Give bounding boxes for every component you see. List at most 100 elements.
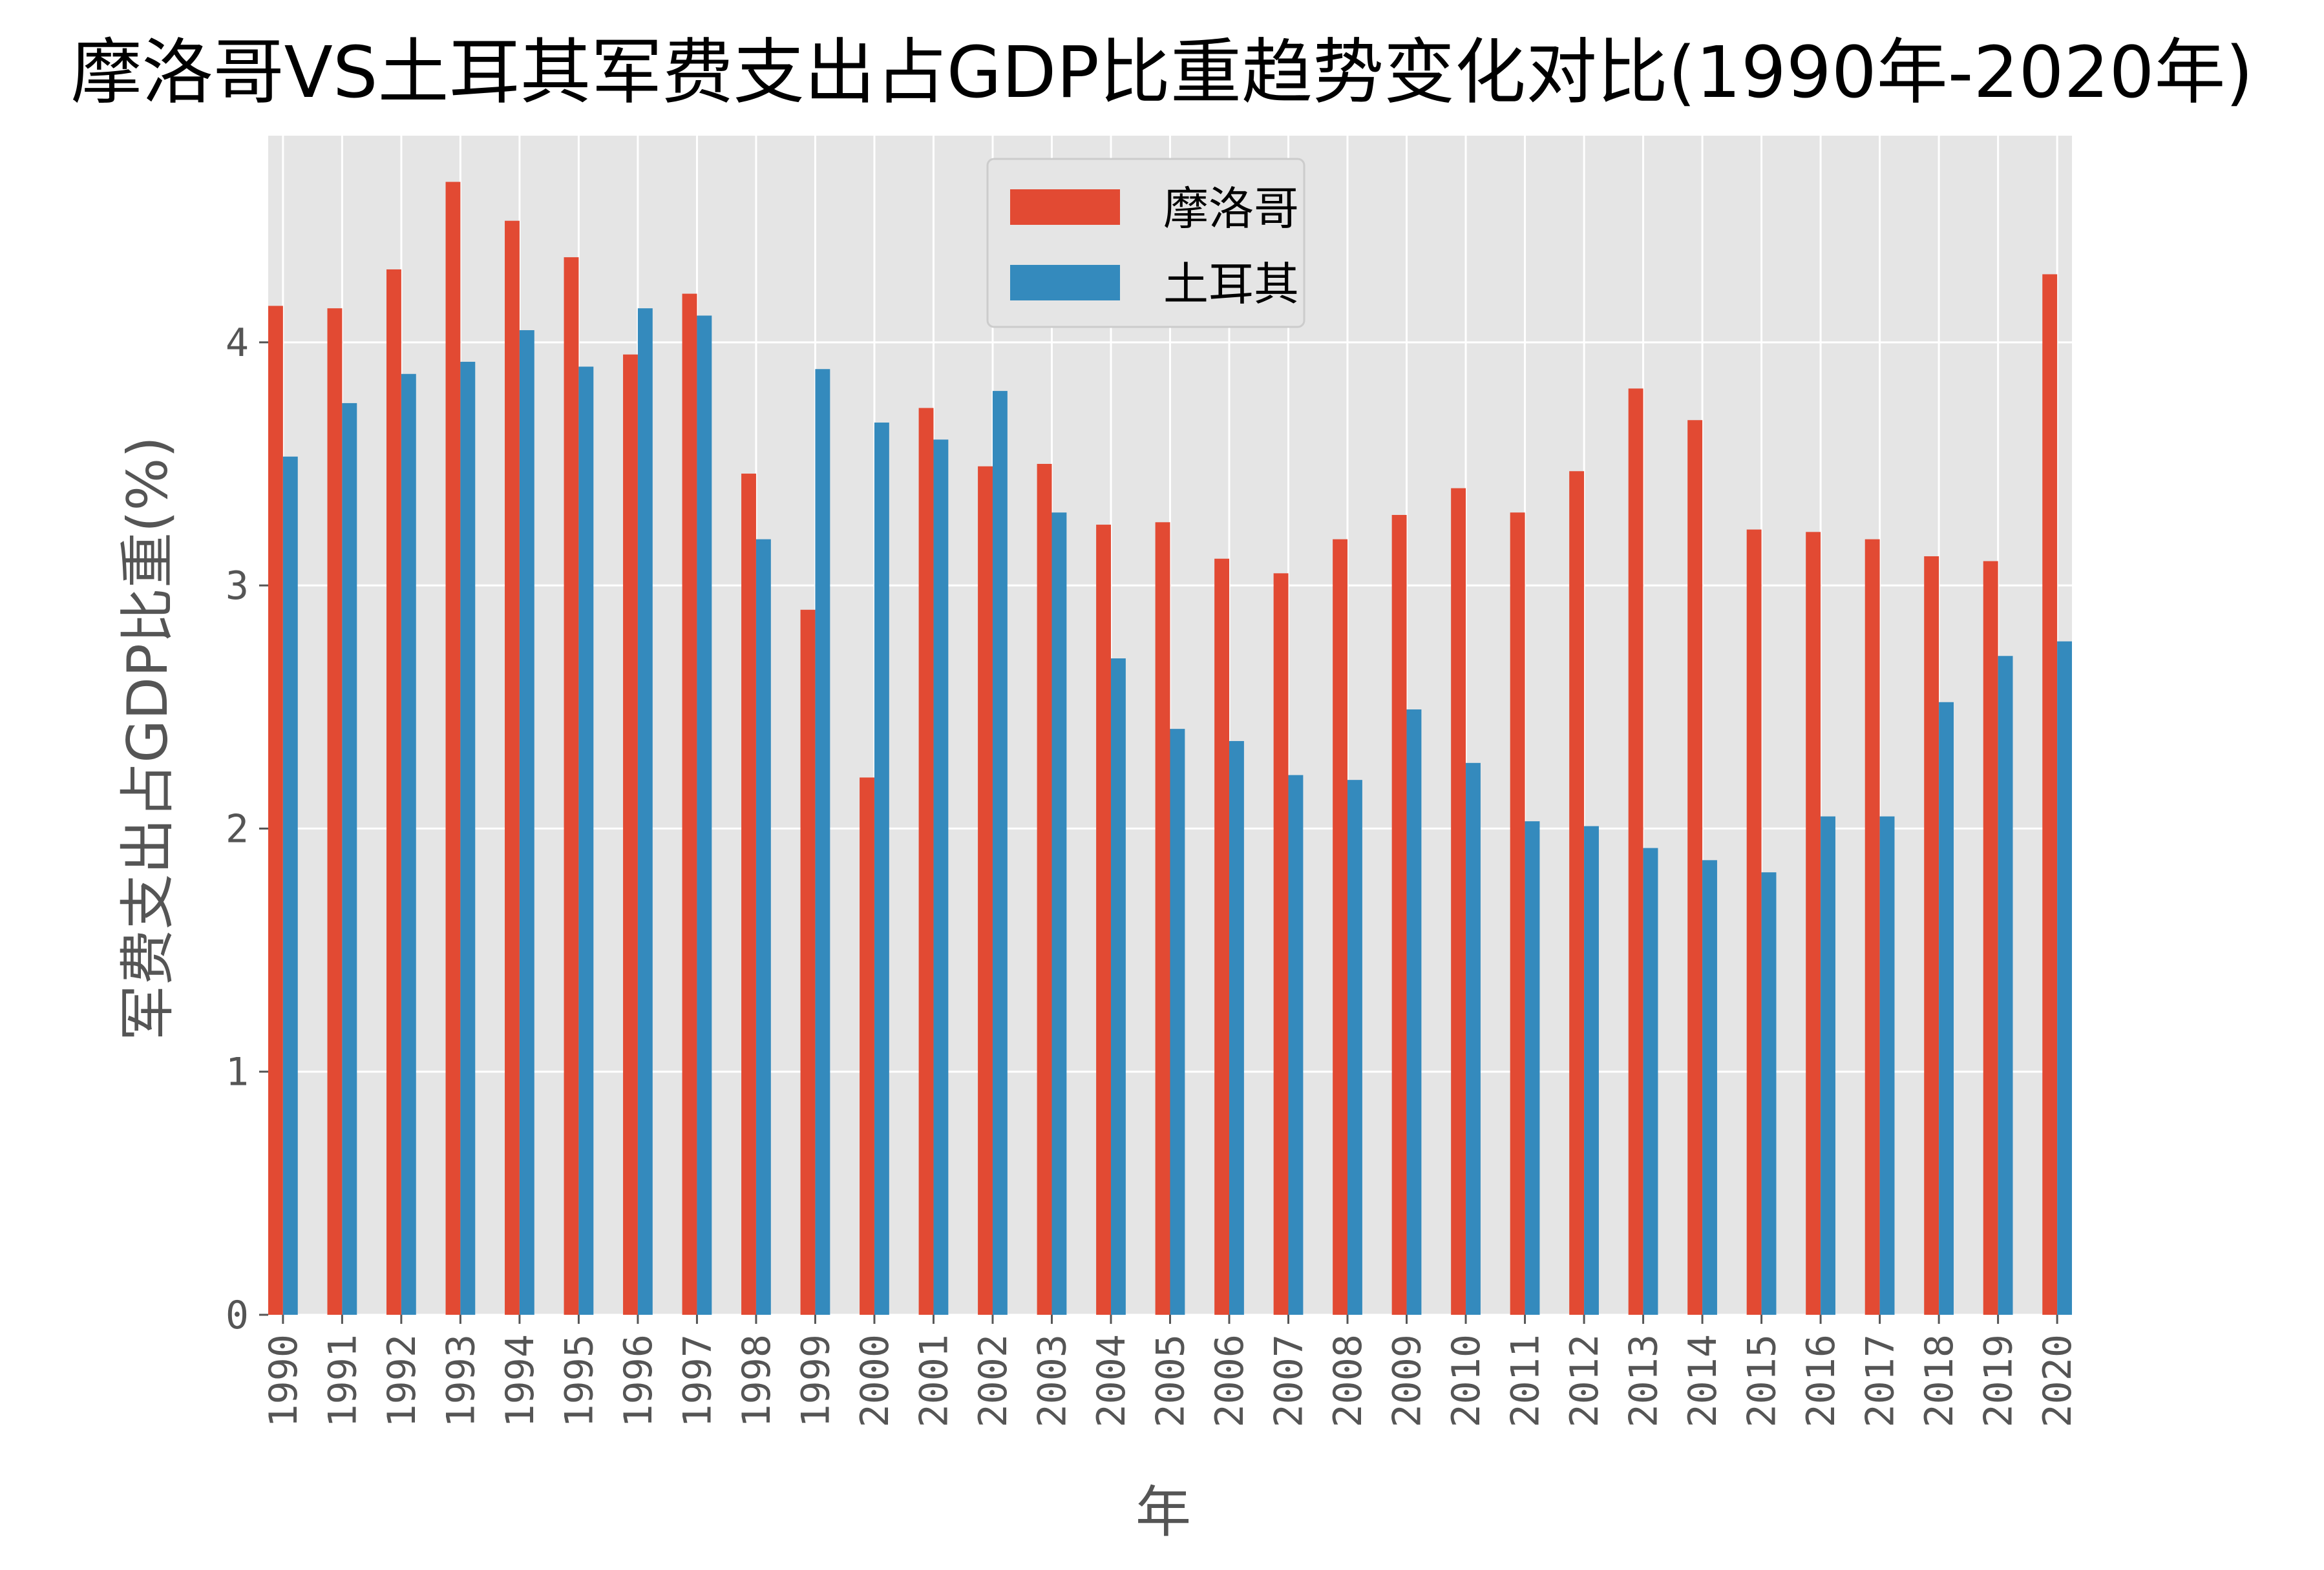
- x-tick-label: 1993: [438, 1334, 483, 1428]
- x-tick-label: 1991: [320, 1334, 365, 1428]
- x-tick-label: 2012: [1562, 1334, 1607, 1428]
- bar-turkey-2005: [1170, 729, 1185, 1315]
- bar-turkey-1999: [815, 369, 830, 1315]
- x-tick-label: 2018: [1917, 1334, 1962, 1428]
- bar-morocco-2002: [978, 466, 993, 1315]
- bar-morocco-2008: [1333, 539, 1348, 1315]
- x-tick-label: 2001: [911, 1334, 956, 1428]
- y-tick-label: 3: [226, 563, 249, 609]
- x-tick-label: 2009: [1385, 1334, 1430, 1428]
- x-tick-label: 1996: [616, 1334, 661, 1428]
- bar-morocco-2001: [918, 408, 934, 1315]
- bar-turkey-2003: [1051, 512, 1067, 1315]
- bar-turkey-2018: [1939, 702, 1954, 1315]
- x-tick-label: 2004: [1089, 1334, 1134, 1428]
- y-tick-label: 1: [226, 1050, 249, 1095]
- x-tick-label: 1998: [734, 1334, 779, 1428]
- bar-turkey-1997: [697, 315, 712, 1315]
- bar-morocco-2018: [1924, 556, 1939, 1315]
- bar-morocco-1990: [268, 306, 283, 1315]
- x-tick-label: 2003: [1030, 1334, 1075, 1428]
- x-tick-label: 1999: [793, 1334, 838, 1428]
- x-tick-label: 2017: [1858, 1334, 1903, 1428]
- x-tick-label: 2005: [1148, 1334, 1194, 1428]
- bar-turkey-2019: [1998, 656, 2013, 1315]
- bar-turkey-2000: [874, 423, 889, 1315]
- bar-morocco-2005: [1155, 522, 1170, 1315]
- x-tick-label: 2010: [1444, 1334, 1489, 1428]
- x-tick-label: 2008: [1326, 1334, 1371, 1428]
- x-tick-label: 2019: [1976, 1334, 2022, 1428]
- bar-turkey-2015: [1761, 872, 1777, 1315]
- bar-turkey-2007: [1288, 775, 1304, 1315]
- x-tick-label: 1990: [261, 1334, 306, 1428]
- x-tick-label: 2020: [2035, 1334, 2080, 1428]
- legend-swatch-morocco: [1010, 189, 1120, 225]
- bar-morocco-2007: [1273, 573, 1289, 1315]
- bar-morocco-2011: [1510, 512, 1525, 1315]
- x-tick-label: 1997: [675, 1334, 720, 1428]
- bar-morocco-1997: [682, 293, 697, 1315]
- legend-label-morocco: 摩洛哥: [1163, 182, 1299, 235]
- x-tick-label: 2013: [1622, 1334, 1667, 1428]
- x-tick-label: 2006: [1207, 1334, 1252, 1428]
- x-tick-label: 2011: [1503, 1334, 1548, 1428]
- bar-morocco-2003: [1037, 463, 1052, 1315]
- y-tick-label: 4: [226, 320, 249, 366]
- bar-morocco-1995: [564, 257, 579, 1315]
- bar-turkey-1998: [755, 539, 771, 1315]
- bar-turkey-2017: [1879, 816, 1895, 1315]
- bar-morocco-1992: [386, 269, 401, 1315]
- bar-turkey-2011: [1525, 821, 1540, 1315]
- bar-turkey-1991: [342, 403, 357, 1315]
- legend: 摩洛哥 土耳其: [986, 158, 1305, 328]
- x-tick-label: 2014: [1680, 1334, 1726, 1428]
- x-tick-label: 1994: [498, 1334, 543, 1428]
- bar-morocco-2006: [1214, 558, 1230, 1315]
- x-tick-label: 1992: [379, 1334, 425, 1428]
- bar-turkey-2020: [2057, 641, 2072, 1315]
- bar-morocco-1998: [741, 474, 756, 1315]
- y-axis-label: 军费支出占GDP比重(%): [116, 436, 180, 1041]
- bar-turkey-1990: [282, 456, 298, 1315]
- bar-morocco-2012: [1569, 471, 1585, 1315]
- bar-morocco-2019: [1983, 561, 1998, 1315]
- chart-title: 摩洛哥VS土耳其军费支出占GDP比重趋势变化对比(1990年-2020年): [71, 31, 2254, 114]
- bar-turkey-2004: [1110, 658, 1126, 1315]
- bar-turkey-1992: [401, 373, 416, 1315]
- bar-morocco-2016: [1806, 532, 1821, 1315]
- bar-morocco-1996: [623, 354, 638, 1315]
- bar-turkey-2008: [1347, 780, 1362, 1315]
- bar-turkey-2002: [992, 391, 1008, 1315]
- bar-morocco-2009: [1391, 515, 1407, 1315]
- bar-turkey-1993: [460, 361, 476, 1315]
- y-tick-label: 2: [226, 806, 249, 852]
- bar-morocco-1999: [800, 609, 816, 1315]
- x-tick-label: 2016: [1799, 1334, 1844, 1428]
- legend-label-turkey: 土耳其: [1163, 258, 1299, 311]
- bar-turkey-2001: [933, 439, 949, 1315]
- legend-swatch-turkey: [1010, 265, 1120, 300]
- bar-morocco-1994: [505, 220, 520, 1315]
- bar-turkey-2016: [1821, 816, 1835, 1315]
- x-tick-label: 2007: [1267, 1334, 1312, 1428]
- bar-turkey-2014: [1702, 860, 1717, 1315]
- bar-morocco-2013: [1628, 388, 1643, 1315]
- bar-turkey-2013: [1643, 848, 1658, 1315]
- bar-morocco-2015: [1746, 529, 1762, 1315]
- bars: [268, 182, 2072, 1315]
- x-tick-label: 2002: [971, 1334, 1016, 1428]
- bar-turkey-2006: [1229, 740, 1244, 1315]
- x-axis-ticks: 1990 1991 1992 1993 1994 1995 1996 1997 1998 1999…: [261, 1315, 2080, 1428]
- y-axis-ticks: 0 1 2 3 4: [226, 320, 268, 1338]
- bar-turkey-1995: [578, 366, 594, 1315]
- bar-morocco-1991: [327, 308, 343, 1315]
- bar-morocco-2017: [1864, 539, 1880, 1315]
- bar-morocco-2000: [860, 777, 874, 1315]
- x-axis-label: 年: [1136, 1480, 1191, 1545]
- x-tick-label: 2015: [1740, 1334, 1785, 1428]
- bar-morocco-2020: [2042, 274, 2058, 1315]
- bar-turkey-2009: [1406, 709, 1422, 1315]
- x-tick-label: 2000: [852, 1334, 898, 1428]
